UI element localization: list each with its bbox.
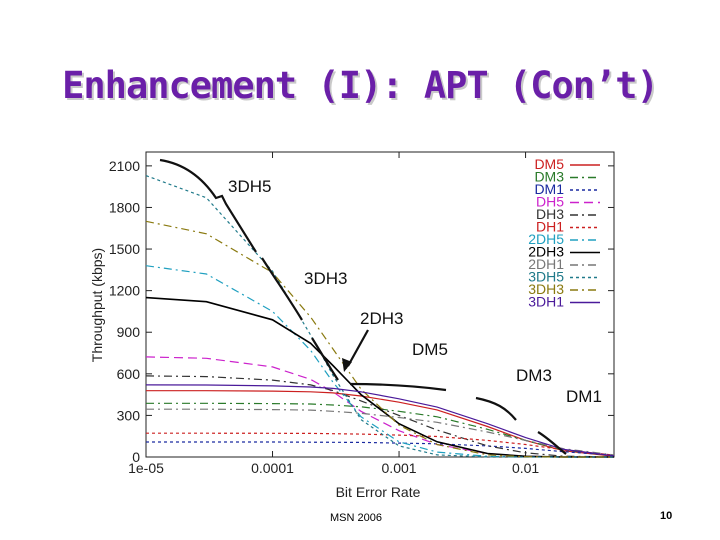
legend-label-dm3: DM3	[534, 169, 564, 185]
x-tick-label: 1e-05	[128, 460, 164, 476]
y-tick-label: 300	[117, 407, 141, 423]
y-axis-label: Throughput (kbps)	[89, 248, 105, 362]
annotation-label: 2DH3	[360, 309, 403, 328]
annotation-brace	[311, 337, 339, 381]
series-line-dm1	[146, 441, 615, 456]
page-number: 10	[660, 510, 673, 522]
series-lines	[145, 175, 615, 458]
y-tick-label: 0	[132, 449, 140, 465]
y-tick-label: 600	[117, 366, 141, 382]
legend-label-2dh5: 2DH5	[528, 231, 564, 247]
legend-label-3dh1: 3DH1	[528, 294, 564, 310]
throughput-chart: 1e-05 0.0001 0.001 0.01 0300600900120015001…	[89, 151, 615, 500]
x-axis-label: Bit Error Rate	[336, 484, 421, 500]
y-axis-ticks: 0 300 600 900 1200 1500 1800 2100	[109, 158, 614, 465]
x-axis-ticks: 1e-05 0.0001 0.001 0.01	[128, 152, 539, 476]
annotation-brace	[349, 382, 447, 392]
x-tick-label: 0.0001	[251, 460, 294, 476]
y-tick-label: 1200	[109, 283, 140, 299]
annotation-brace	[159, 158, 257, 253]
legend-label-3dh5: 3DH5	[528, 269, 564, 285]
series-line-2dh1	[146, 408, 615, 456]
slide-title: Enhancement (I): APT (Con’t)	[62, 64, 659, 107]
annotation-brace	[475, 396, 517, 421]
legend-label-2dh3: 2DH3	[528, 244, 564, 260]
annotation-brace	[261, 257, 303, 321]
series-line-dh5	[145, 356, 615, 458]
series-line-3dh1	[145, 384, 615, 457]
legend-label-dh1: DH1	[536, 219, 564, 235]
plot-frame	[145, 151, 615, 458]
annotation-label: 3DH5	[228, 177, 271, 196]
series-line-dh1	[146, 432, 615, 456]
annotation-arrowhead	[342, 358, 352, 372]
annotation-arrow	[347, 329, 369, 367]
legend-label-dm1: DM1	[534, 181, 564, 197]
y-tick-label: 900	[117, 324, 141, 340]
legend-label-dh3: DH3	[536, 206, 564, 222]
y-tick-label: 2100	[109, 158, 140, 174]
annotation-label: DM1	[566, 387, 602, 406]
legend-label-2dh1: 2DH1	[528, 256, 564, 272]
legend: DM5DM3DM1DH5DH3DH12DH52DH32DH13DH53DH33D…	[528, 156, 600, 310]
annotation-brace	[537, 431, 567, 455]
annotation-label: 3DH3	[304, 269, 347, 288]
legend-label-dh5: DH5	[536, 194, 564, 210]
x-tick-label: 0.001	[382, 460, 417, 476]
series-line-3dh3	[145, 220, 614, 458]
footer-text: MSN 2006	[330, 512, 382, 524]
legend-label-dm5: DM5	[534, 156, 564, 172]
annotation-label: DM5	[412, 340, 448, 359]
legend-label-3dh3: 3DH3	[528, 281, 564, 297]
y-tick-label: 1500	[109, 241, 140, 257]
plot-area	[145, 151, 615, 458]
x-tick-label: 0.01	[512, 460, 539, 476]
annotation-label: DM3	[516, 366, 552, 385]
y-tick-label: 1800	[109, 199, 140, 215]
